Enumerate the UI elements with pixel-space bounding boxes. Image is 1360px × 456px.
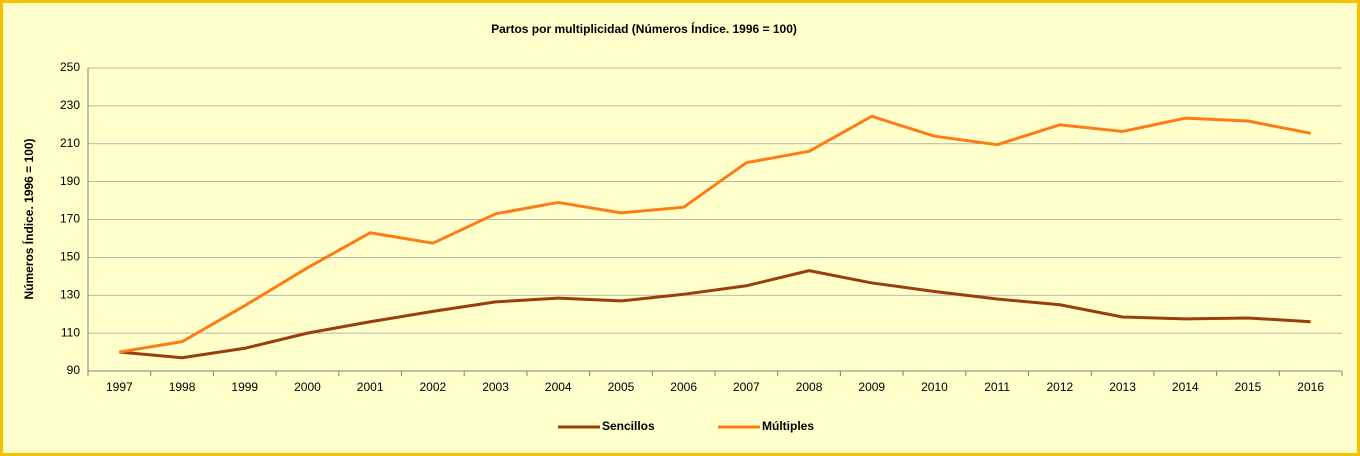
y-tick-label: 90 [67,363,81,377]
x-tick-label: 2016 [1297,380,1324,394]
series-line [119,269,1311,360]
chart-title: Partos por multiplicidad (Números Índice… [491,21,797,36]
x-tick-label: 1999 [231,380,258,394]
x-tick-label: 2009 [858,380,885,394]
x-tick-label: 2008 [796,380,823,394]
x-tick-label: 1998 [169,380,196,394]
x-tick-label: 2015 [1235,380,1262,394]
y-tick-label: 150 [60,250,80,264]
x-tick-label: 2001 [357,380,384,394]
x-tick-label: 2005 [608,380,635,394]
y-tick-label: 230 [60,98,80,112]
y-tick-label: 190 [60,174,80,188]
y-tick-label: 170 [60,212,80,226]
x-tick-label: 1997 [106,380,133,394]
x-tick-label: 2014 [1172,380,1199,394]
x-tick-label: 2011 [984,380,1010,394]
x-tick-label: 2010 [921,380,948,394]
y-tick-label: 210 [60,136,80,150]
legend-label: Múltiples [762,419,814,433]
legend-label: Sencillos [602,419,655,433]
x-tick-label: 2006 [670,380,697,394]
y-tick-label: 130 [60,287,80,301]
y-tick-label: 250 [60,60,80,74]
x-tick-label: 2003 [482,380,509,394]
x-tick-label: 2000 [294,380,321,394]
x-tick-label: 2013 [1109,380,1136,394]
x-tick-label: 2002 [419,380,446,394]
x-tick-label: 2007 [733,380,760,394]
x-tick-label: 2004 [545,380,572,394]
y-axis-label: Números Índice. 1996 = 100) [21,138,36,299]
series-line [119,114,1311,354]
x-tick-label: 2012 [1046,380,1073,394]
y-tick-label: 110 [61,325,80,339]
